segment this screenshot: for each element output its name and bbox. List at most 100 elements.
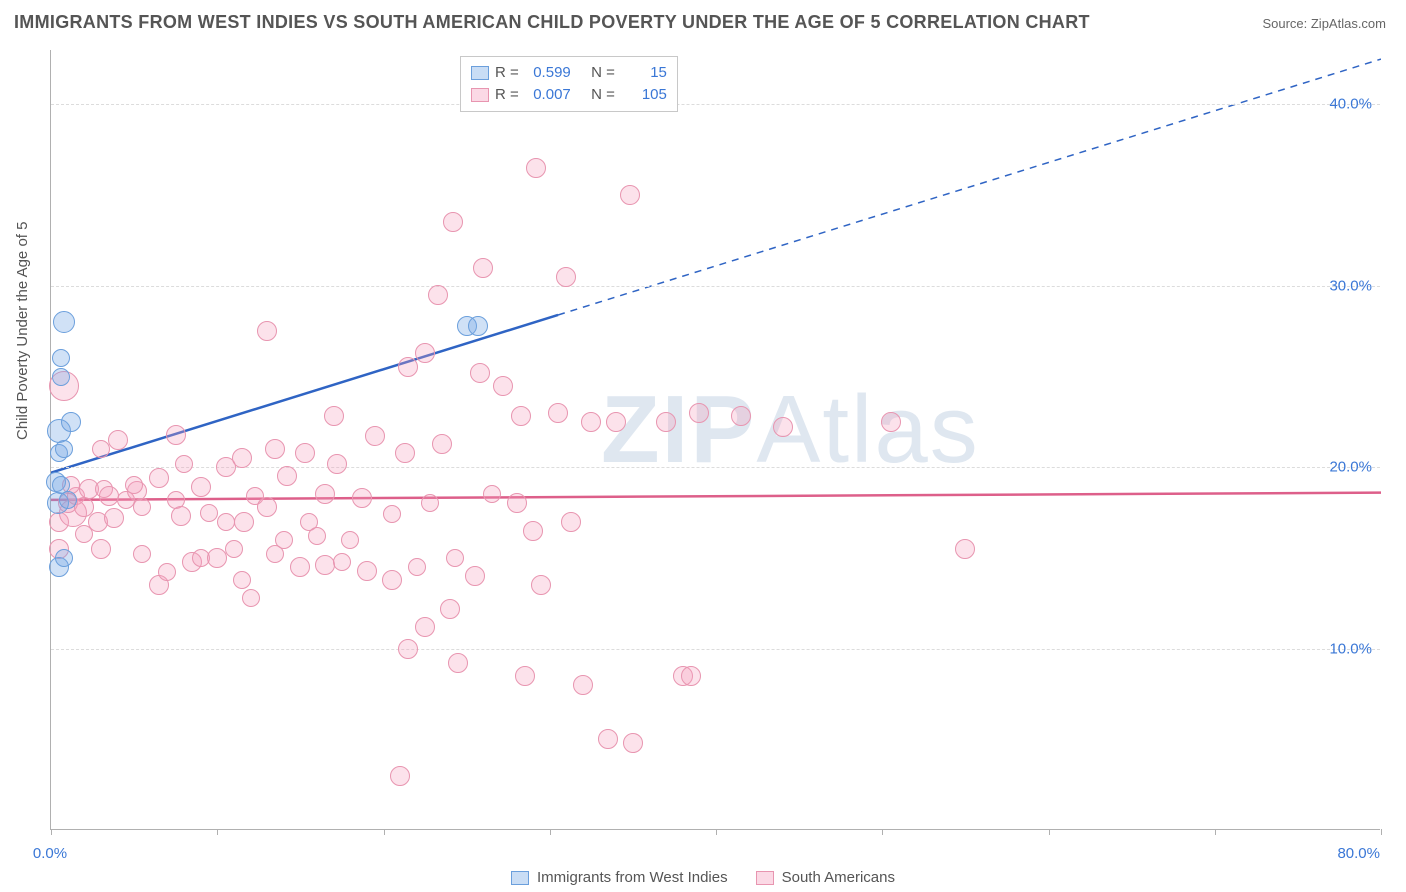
y-tick-label: 30.0%	[1329, 277, 1372, 294]
data-point	[415, 617, 435, 637]
data-point	[275, 531, 293, 549]
data-point	[465, 566, 485, 586]
swatch-pink-icon	[756, 871, 774, 885]
x-tick	[1381, 829, 1382, 835]
data-point	[548, 403, 568, 423]
data-point	[232, 448, 252, 468]
gridline	[51, 649, 1380, 650]
data-point	[233, 571, 251, 589]
data-point	[689, 403, 709, 423]
x-tick	[384, 829, 385, 835]
data-point	[52, 368, 70, 386]
gridline	[51, 286, 1380, 287]
data-point	[365, 426, 385, 446]
data-point	[881, 412, 901, 432]
data-point	[493, 376, 513, 396]
legend-label-pink: South Americans	[782, 869, 895, 886]
data-point	[443, 212, 463, 232]
data-point	[341, 531, 359, 549]
data-point	[108, 430, 128, 450]
data-point	[61, 412, 81, 432]
data-point	[656, 412, 676, 432]
data-point	[234, 512, 254, 532]
data-point	[308, 527, 326, 545]
data-point	[731, 406, 751, 426]
data-point	[200, 504, 218, 522]
data-point	[507, 493, 527, 513]
legend-label-blue: Immigrants from West Indies	[537, 869, 728, 886]
data-point	[52, 476, 70, 494]
data-point	[483, 485, 501, 503]
data-point	[448, 653, 468, 673]
y-axis-label: Child Poverty Under the Age of 5	[14, 222, 31, 440]
r-label: R =	[495, 62, 519, 84]
data-point	[357, 561, 377, 581]
data-point	[446, 549, 464, 567]
data-point	[295, 443, 315, 463]
data-point	[432, 434, 452, 454]
r-value-pink: 0.007	[525, 84, 571, 106]
data-point	[125, 476, 143, 494]
data-point	[149, 468, 169, 488]
data-point	[53, 311, 75, 333]
gridline	[51, 467, 1380, 468]
data-point	[99, 486, 119, 506]
x-tick-label-min: 0.0%	[33, 845, 67, 862]
trend-lines-svg	[51, 50, 1381, 830]
y-tick-label: 40.0%	[1329, 96, 1372, 113]
data-point	[327, 454, 347, 474]
data-point	[408, 558, 426, 576]
data-point	[395, 443, 415, 463]
swatch-blue-icon	[511, 871, 529, 885]
data-point	[265, 439, 285, 459]
data-point	[171, 506, 191, 526]
data-point	[242, 589, 260, 607]
legend-item-blue: Immigrants from West Indies	[511, 869, 728, 886]
data-point	[133, 498, 151, 516]
data-point	[623, 733, 643, 753]
swatch-pink-icon	[471, 88, 489, 102]
data-point	[515, 666, 535, 686]
data-point	[390, 766, 410, 786]
data-point	[91, 539, 111, 559]
data-point	[473, 258, 493, 278]
data-point	[133, 545, 151, 563]
data-point	[606, 412, 626, 432]
source-attribution: Source: ZipAtlas.com	[1262, 16, 1386, 31]
data-point	[382, 570, 402, 590]
data-point	[681, 666, 701, 686]
x-tick	[882, 829, 883, 835]
data-point	[955, 539, 975, 559]
x-tick	[550, 829, 551, 835]
data-point	[468, 316, 488, 336]
y-tick-label: 20.0%	[1329, 459, 1372, 476]
data-point	[352, 488, 372, 508]
data-point	[217, 513, 235, 531]
x-tick	[716, 829, 717, 835]
data-point	[440, 599, 460, 619]
data-point	[225, 540, 243, 558]
data-point	[398, 639, 418, 659]
data-point	[383, 505, 401, 523]
r-label: R =	[495, 84, 519, 106]
data-point	[523, 521, 543, 541]
data-point	[324, 406, 344, 426]
r-value-blue: 0.599	[525, 62, 571, 84]
data-point	[55, 549, 73, 567]
x-tick	[51, 829, 52, 835]
stats-legend: R = 0.599 N = 15 R = 0.007 N = 105	[460, 56, 678, 112]
data-point	[470, 363, 490, 383]
x-tick-label-max: 80.0%	[1337, 845, 1380, 862]
x-tick	[1215, 829, 1216, 835]
data-point	[158, 563, 176, 581]
n-label: N =	[591, 62, 615, 84]
data-point	[598, 729, 618, 749]
chart-title: IMMIGRANTS FROM WEST INDIES VS SOUTH AME…	[14, 12, 1090, 33]
data-point	[333, 553, 351, 571]
n-label: N =	[591, 84, 615, 106]
data-point	[526, 158, 546, 178]
series-legend: Immigrants from West Indies South Americ…	[0, 869, 1406, 886]
data-point	[556, 267, 576, 287]
data-point	[277, 466, 297, 486]
n-value-pink: 105	[621, 84, 667, 106]
